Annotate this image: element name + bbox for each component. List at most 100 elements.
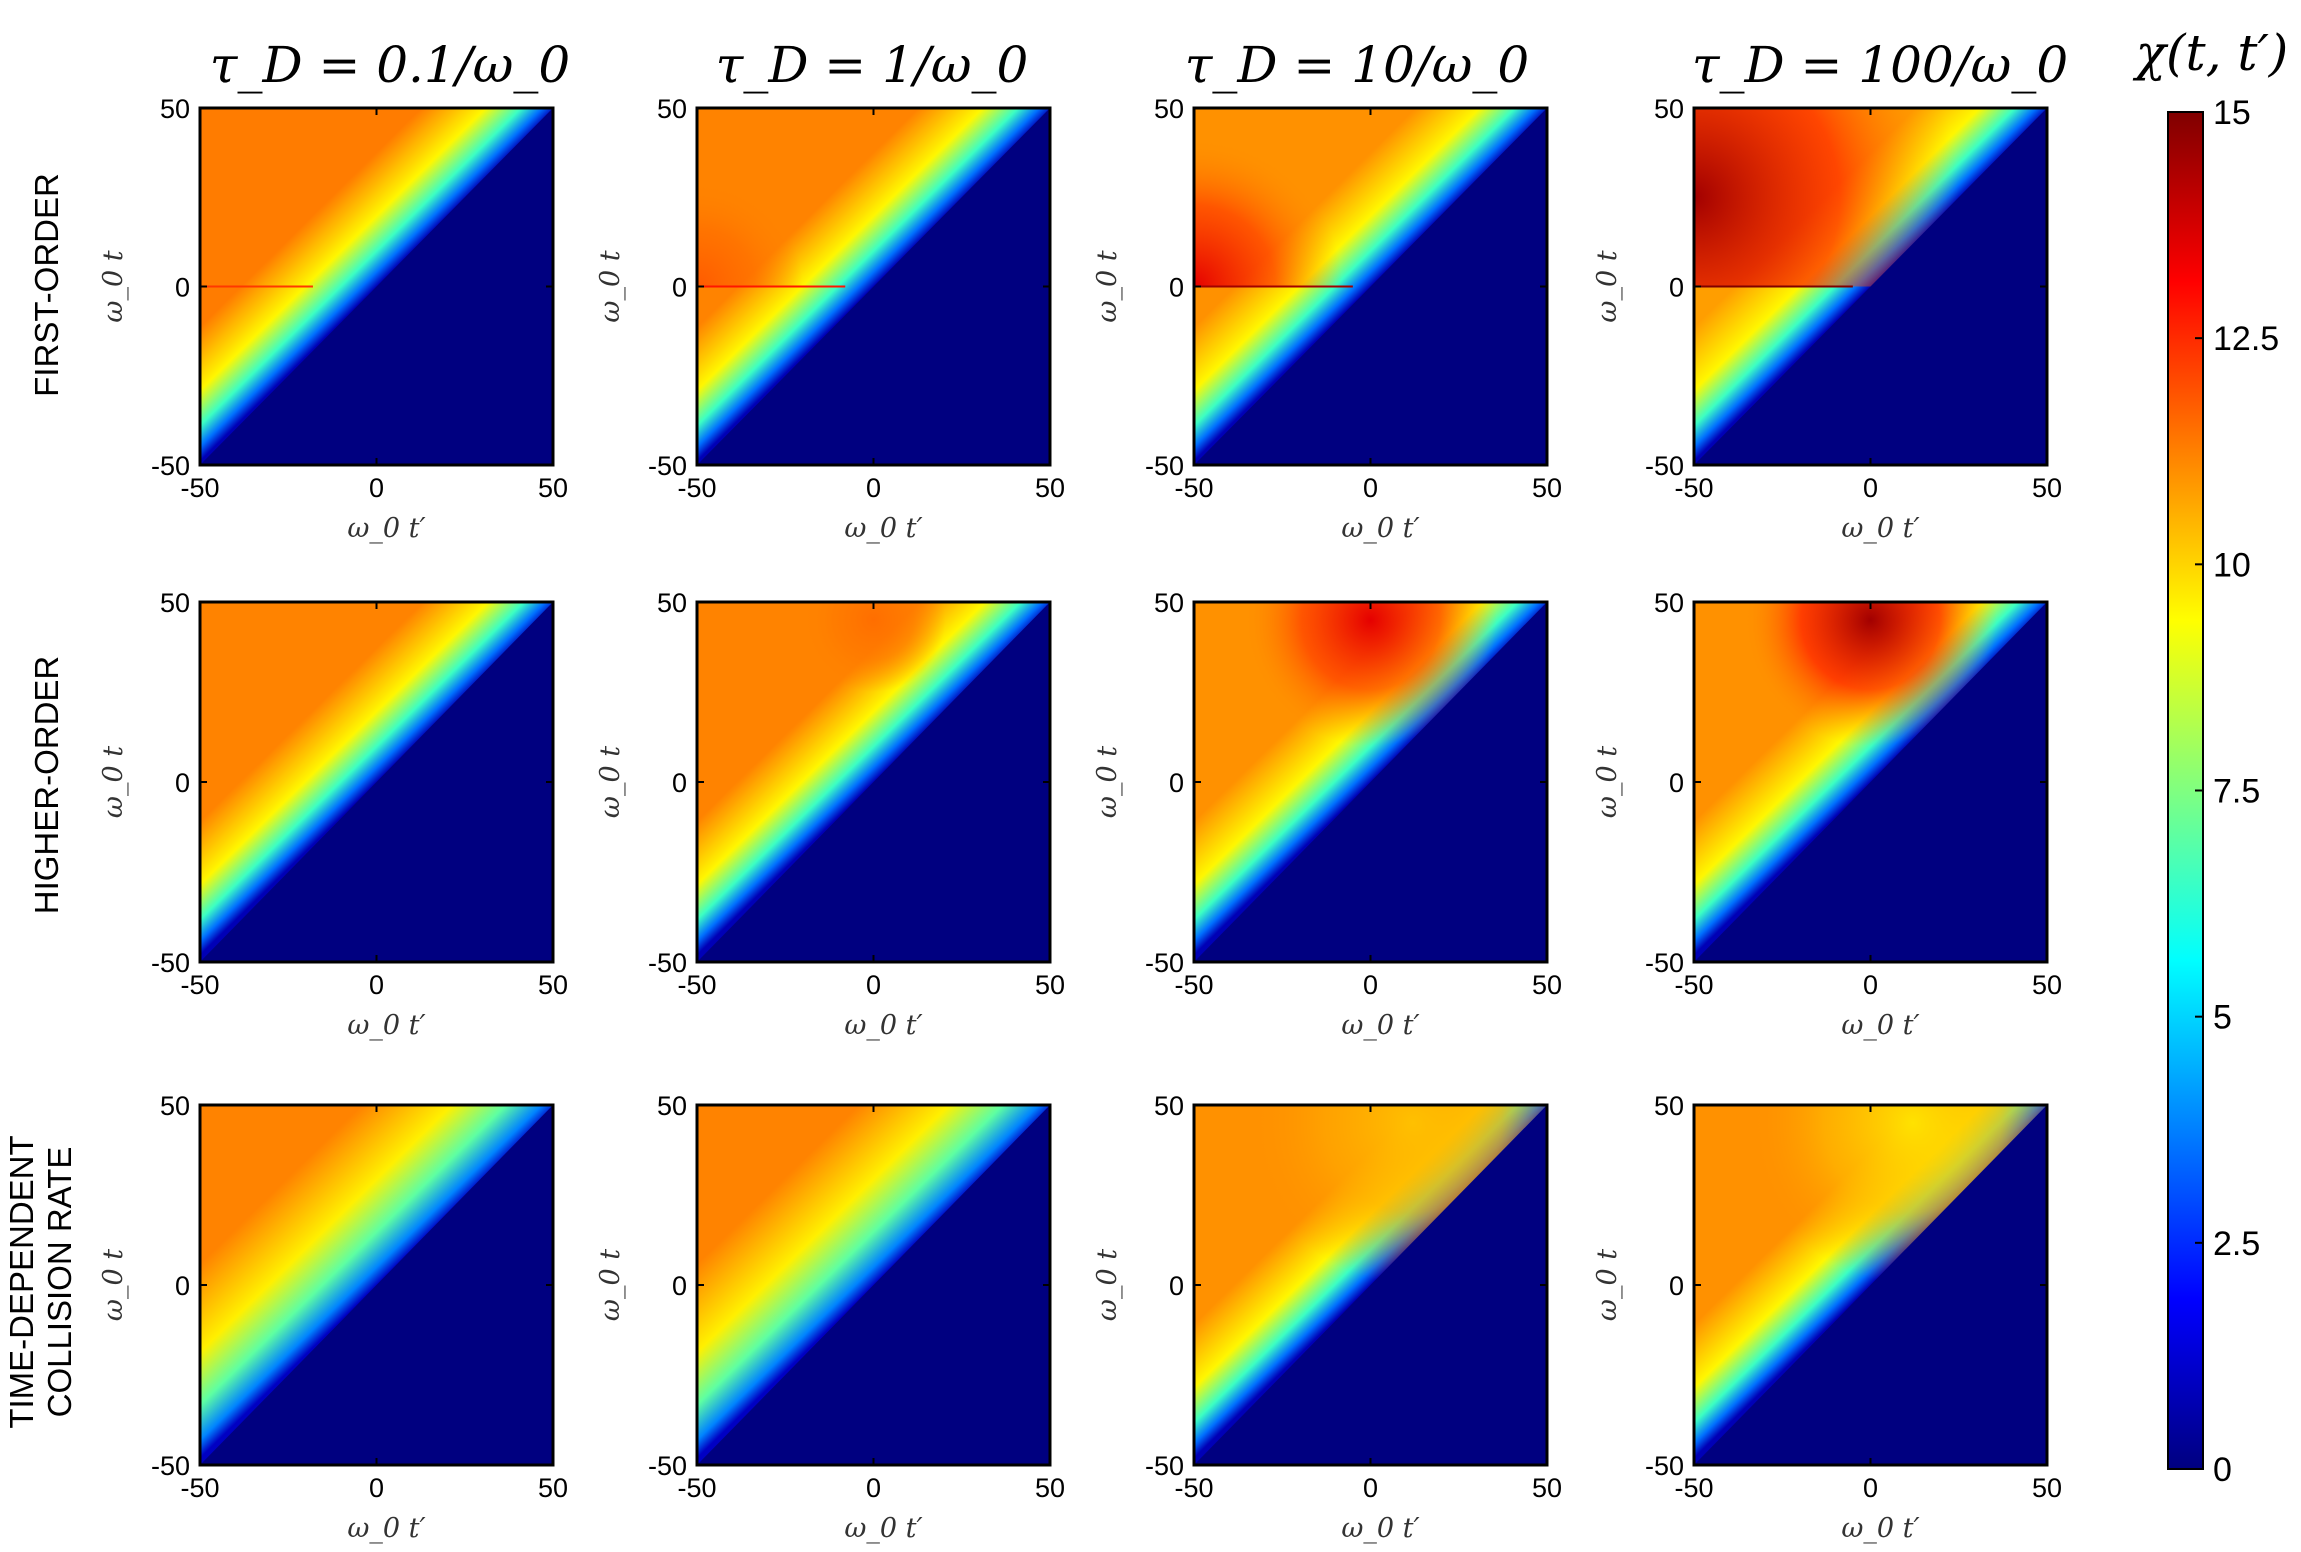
x-tick-label: 50 xyxy=(1532,473,1562,503)
y-tick-label: -50 xyxy=(1145,451,1184,481)
heatmap-panel: -50 0 50 -50 0 50 ω_0 t′ ω_0 t xyxy=(98,1091,568,1544)
y-tick-label: 50 xyxy=(160,588,190,618)
column-title: τ_D = 10/ω_0 xyxy=(1185,36,1529,94)
y-tick-label: 0 xyxy=(1669,273,1684,303)
y-tick-label: -50 xyxy=(151,1451,190,1481)
heatmap-panel: -50 0 50 -50 0 50 ω_0 t′ ω_0 t xyxy=(98,588,568,1041)
x-axis-label: ω_0 t′ xyxy=(1841,513,1919,544)
colorbar-tick-label: 7.5 xyxy=(2213,773,2260,811)
row-label-group: TIME-DEPENDENT COLLISION RATE xyxy=(3,1135,78,1428)
y-tick-label: 0 xyxy=(1169,768,1184,798)
x-axis-label: ω_0 t′ xyxy=(844,513,922,544)
y-tick-label: 0 xyxy=(672,768,687,798)
row-label-group: FIRST-ORDER xyxy=(28,173,65,397)
x-axis-label: ω_0 t′ xyxy=(844,1513,922,1544)
column-title: τ_D = 1/ω_0 xyxy=(716,36,1029,94)
x-tick-label: 50 xyxy=(1035,1473,1065,1503)
x-tick-label: 50 xyxy=(1532,970,1562,1000)
y-tick-label: 50 xyxy=(1654,94,1684,124)
x-tick-label: 50 xyxy=(2032,1473,2062,1503)
y-axis-label: ω_0 t xyxy=(98,1249,129,1321)
x-tick-label: 50 xyxy=(2032,970,2062,1000)
y-tick-label: -50 xyxy=(1645,948,1684,978)
y-tick-label: 50 xyxy=(657,588,687,618)
heatmap-panel: -50 0 50 -50 0 50 ω_0 t′ ω_0 t xyxy=(1092,94,1562,544)
colorbar-tick-label: 2.5 xyxy=(2213,1225,2260,1263)
x-axis-label: ω_0 t′ xyxy=(1341,1513,1419,1544)
column-title: τ_D = 0.1/ω_0 xyxy=(210,36,570,94)
y-tick-label: 50 xyxy=(1154,1091,1184,1121)
x-tick-label: -50 xyxy=(1674,473,1713,503)
y-tick-label: 50 xyxy=(1154,94,1184,124)
x-tick-label: 0 xyxy=(1863,970,1878,1000)
y-tick-label: 50 xyxy=(1654,1091,1684,1121)
heatmap-panel: -50 0 50 -50 0 50 ω_0 t′ ω_0 t xyxy=(98,94,568,544)
y-tick-label: 0 xyxy=(1169,1271,1184,1301)
heatmap-panel: -50 0 50 -50 0 50 ω_0 t′ ω_0 t xyxy=(1092,1091,1562,1544)
y-axis-label: ω_0 t xyxy=(1592,250,1623,322)
y-tick-label: -50 xyxy=(648,948,687,978)
x-tick-label: -50 xyxy=(180,970,219,1000)
y-axis-label: ω_0 t xyxy=(1592,746,1623,818)
heatmap-panel: -50 0 50 -50 0 50 ω_0 t′ ω_0 t xyxy=(1592,1091,2062,1544)
heatmap-upper-region xyxy=(697,1105,1050,1465)
x-axis-label: ω_0 t′ xyxy=(1841,1010,1919,1041)
y-tick-label: 50 xyxy=(1154,588,1184,618)
heatmap-hot-region xyxy=(1694,602,2047,962)
row-label: COLLISION RATE xyxy=(41,1147,78,1418)
heatmap-panel: -50 0 50 -50 0 50 ω_0 t′ ω_0 t xyxy=(1592,588,2062,1041)
y-tick-label: 0 xyxy=(672,1271,687,1301)
x-tick-label: -50 xyxy=(180,1473,219,1503)
x-tick-label: -50 xyxy=(1174,1473,1213,1503)
heatmap-upper-region xyxy=(200,108,553,465)
colorbar: 0 2.5 5 7.5 10 12.5 15 χ(t, t′) xyxy=(2133,24,2289,1489)
x-tick-label: 50 xyxy=(538,970,568,1000)
y-tick-label: 0 xyxy=(672,273,687,303)
heatmap-hot-region xyxy=(1194,602,1547,962)
row-label: HIGHER-ORDER xyxy=(28,656,65,915)
y-tick-label: -50 xyxy=(1145,948,1184,978)
x-tick-label: 0 xyxy=(369,970,384,1000)
heatmap-hot-region xyxy=(697,602,1050,962)
heatmap-hot-region xyxy=(1194,108,1547,287)
y-axis-label: ω_0 t xyxy=(595,746,626,818)
column-titles: τ_D = 0.1/ω_0 τ_D = 1/ω_0 τ_D = 10/ω_0 τ_D … xyxy=(210,36,2068,94)
x-axis-label: ω_0 t′ xyxy=(1341,1010,1419,1041)
x-tick-label: -50 xyxy=(1174,473,1213,503)
x-tick-label: -50 xyxy=(1674,1473,1713,1503)
y-axis-label: ω_0 t xyxy=(595,1249,626,1321)
y-axis-label: ω_0 t xyxy=(1092,746,1123,818)
heatmap-hot-region xyxy=(1694,108,2047,287)
y-tick-label: -50 xyxy=(648,1451,687,1481)
colorbar-tick-label: 10 xyxy=(2213,546,2251,584)
x-tick-label: -50 xyxy=(1674,970,1713,1000)
y-tick-label: -50 xyxy=(648,451,687,481)
x-tick-label: 0 xyxy=(866,473,881,503)
colorbar-tick-label: 12.5 xyxy=(2213,320,2279,358)
y-tick-label: 0 xyxy=(175,1271,190,1301)
x-tick-label: 0 xyxy=(1863,473,1878,503)
colorbar-tick-label: 5 xyxy=(2213,999,2232,1037)
heatmap-panel: -50 0 50 -50 0 50 ω_0 t′ ω_0 t xyxy=(595,1091,1065,1544)
y-axis-label: ω_0 t xyxy=(1092,1249,1123,1321)
y-tick-label: -50 xyxy=(1145,1451,1184,1481)
column-title: τ_D = 100/ω_0 xyxy=(1692,36,2068,94)
y-tick-label: 0 xyxy=(175,273,190,303)
y-axis-label: ω_0 t xyxy=(1092,250,1123,322)
x-tick-label: -50 xyxy=(180,473,219,503)
heatmap-hot-region xyxy=(1194,1105,1547,1465)
y-tick-label: 50 xyxy=(160,94,190,124)
heatmap-panel: -50 0 50 -50 0 50 ω_0 t′ ω_0 t xyxy=(1092,588,1562,1041)
heatmap-hot-region xyxy=(697,108,1050,287)
y-tick-label: 0 xyxy=(1169,273,1184,303)
heatmap-upper-region xyxy=(200,602,553,962)
y-axis-label: ω_0 t xyxy=(1592,1249,1623,1321)
heatmap-panel: -50 0 50 -50 0 50 ω_0 t′ ω_0 t xyxy=(1592,94,2062,544)
x-tick-label: -50 xyxy=(677,970,716,1000)
x-tick-label: 50 xyxy=(1035,473,1065,503)
row-label: TIME-DEPENDENT xyxy=(3,1135,40,1428)
heatmap-panel: -50 0 50 -50 0 50 ω_0 t′ ω_0 t xyxy=(595,588,1065,1041)
x-tick-label: 0 xyxy=(1363,473,1378,503)
x-tick-label: 0 xyxy=(1363,970,1378,1000)
